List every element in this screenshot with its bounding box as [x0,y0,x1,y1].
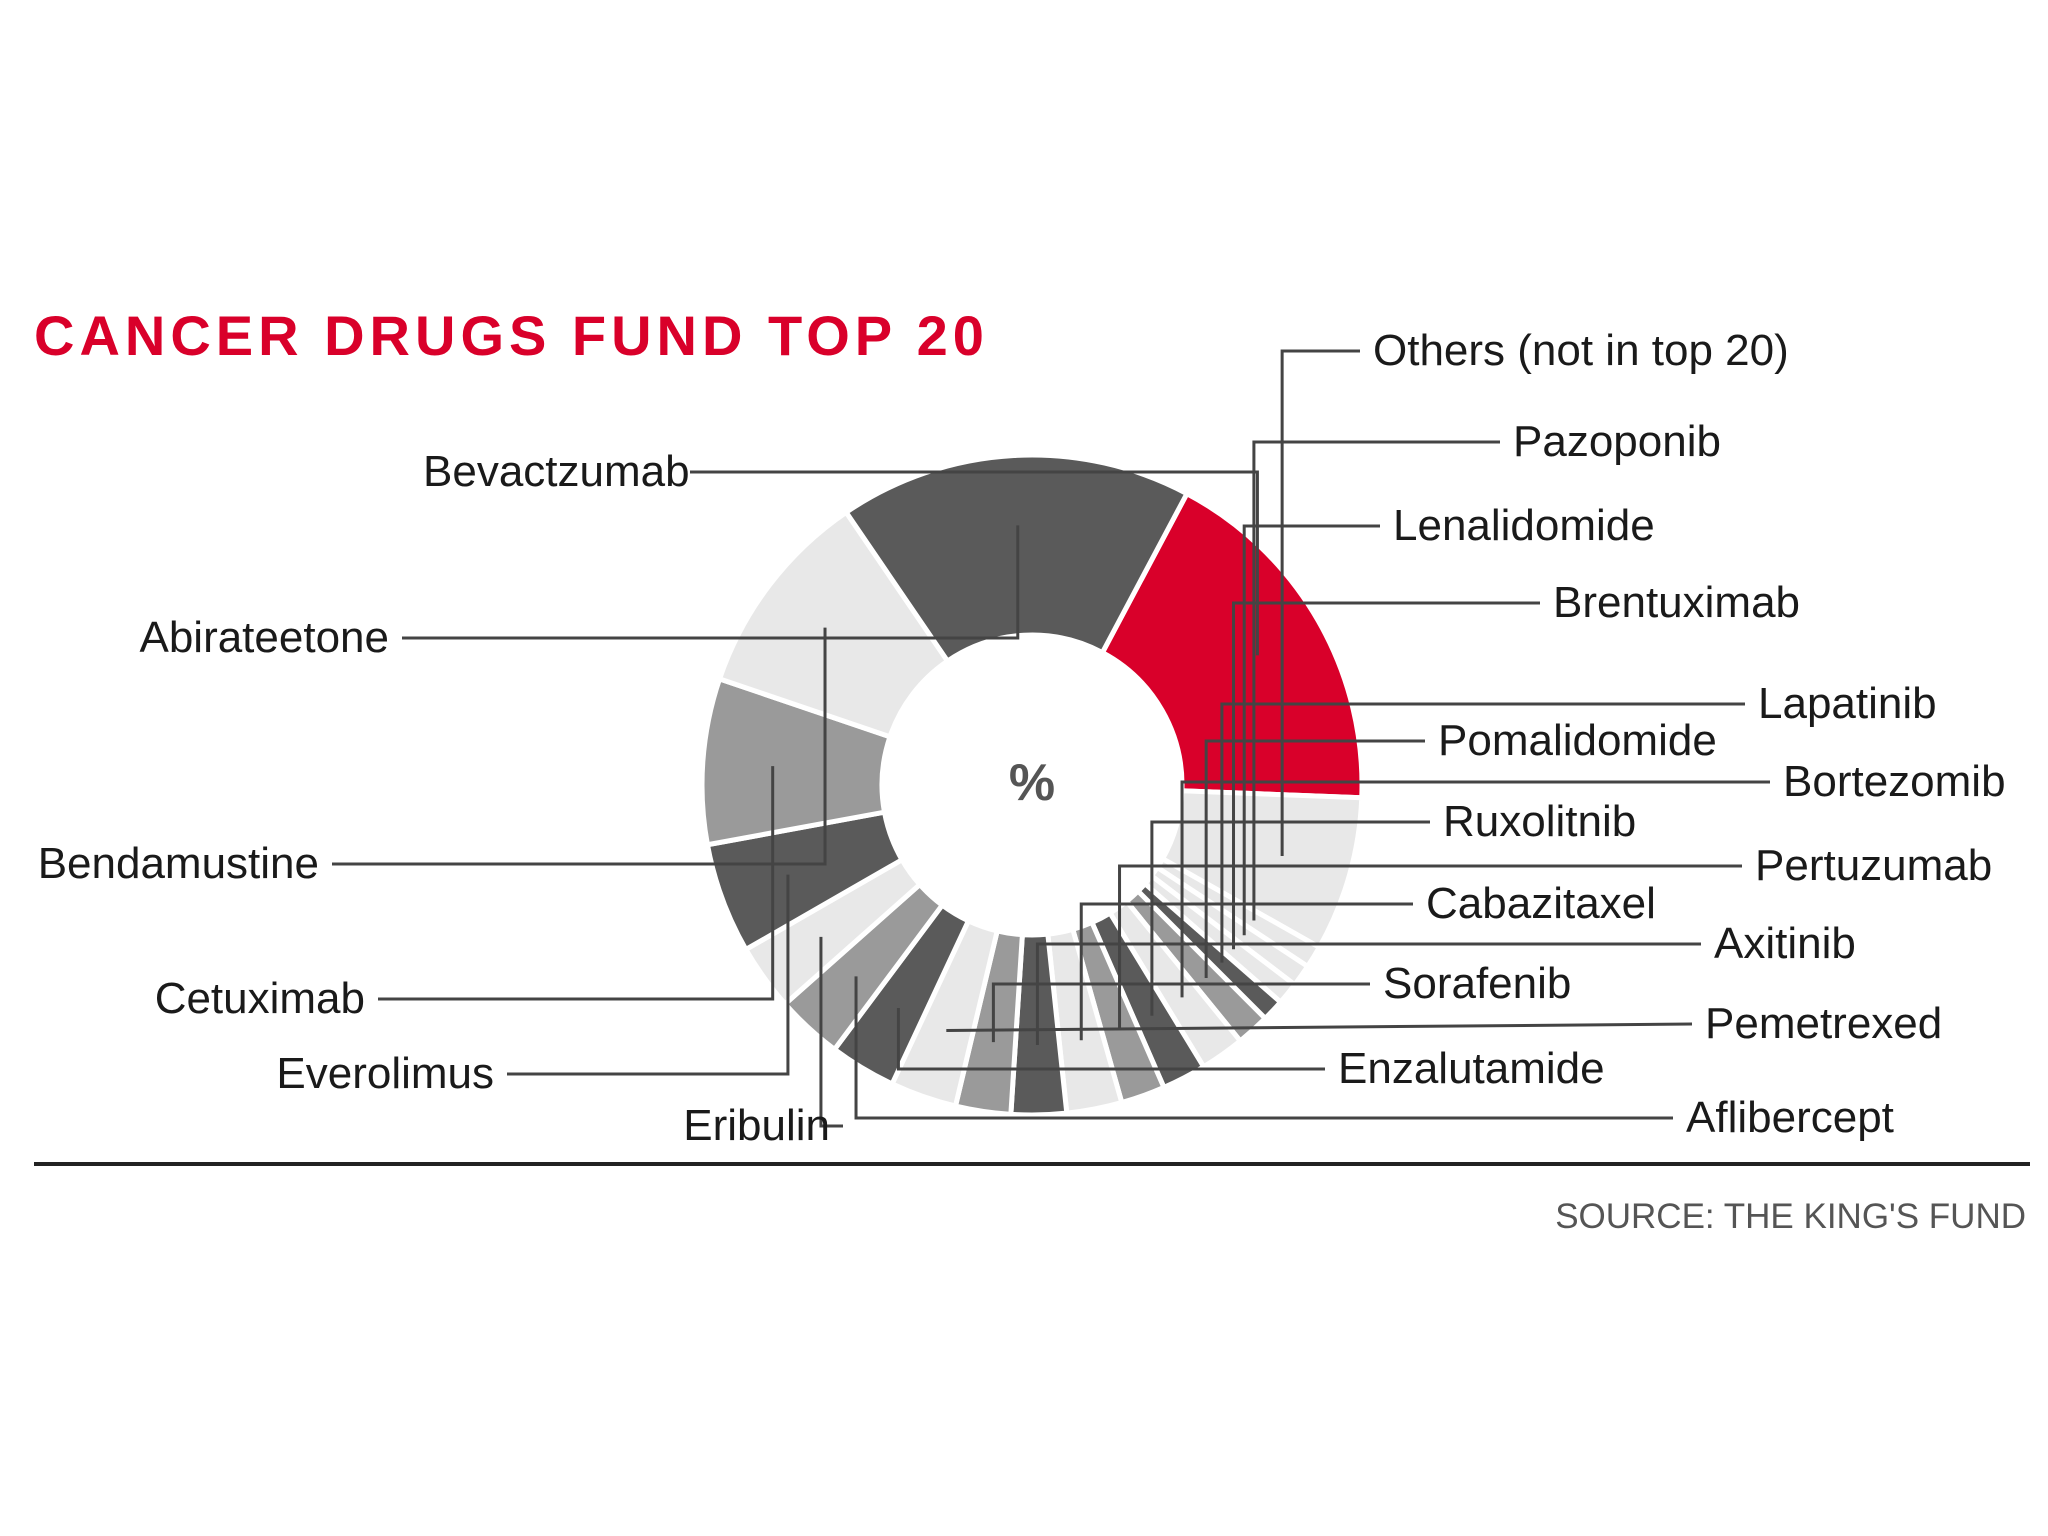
slice-label: Others (not in top 20) [1373,326,1789,375]
slice-bendamustine [716,508,952,740]
leader-line [1204,739,1425,979]
slice-label: Axitinib [1714,919,1856,968]
slice-label: Abirateetone [139,613,389,662]
slice-label: Enzalutamide [1338,1044,1605,1093]
leader-line [819,936,843,1128]
leader-line [896,1008,1325,1071]
slice-label: Cetuximab [155,974,365,1023]
slice-label: Eribulin [683,1101,830,1150]
slice-label: Cabazitaxel [1426,879,1656,928]
leader-line [1079,902,1413,1041]
slice-label: Brentuximab [1553,578,1800,627]
leader-line [1180,780,1770,998]
slice-label: Everolimus [276,1049,494,1098]
slice-label: Aflibercept [1686,1093,1894,1142]
leader-line [1118,864,1742,1030]
slice-label: Sorafenib [1383,959,1571,1008]
leader-line [991,982,1370,1043]
leader-line [378,766,775,1001]
leader-line [1035,942,1701,1045]
chart-title: CANCER DRUGS FUND TOP 20 [34,304,989,367]
leader-line [854,976,1673,1120]
leader-line [402,525,1020,640]
leader-line [1242,524,1380,936]
leader-line [507,874,790,1076]
slice-label: Bendamustine [38,839,319,888]
slice-label: Bevactzumab [423,447,690,496]
center-label: % [1009,754,1055,812]
slice-label: Pemetrexed [1705,999,1942,1048]
slice-label: Lenalidomide [1393,501,1655,550]
source-text: SOURCE: THE KING'S FUND [1555,1197,2026,1236]
slice-label: Ruxolitnib [1443,797,1636,846]
leader-line [690,470,1259,656]
slice-labels: Bevactzumab Others (not in top 20) Pazopon… [38,326,2006,1150]
slice-label: Bortezomib [1783,757,2006,806]
leader-line [1220,702,1745,963]
leader-line [332,627,827,866]
leader-line [946,1022,1693,1032]
leader-line [1280,349,1360,856]
slice-label: Pertuzumab [1755,841,1992,890]
slice-label: Pomalidomide [1438,716,1717,765]
leader-line [1150,820,1430,1016]
leader-lines [332,349,1770,1128]
leader-line [1252,440,1500,921]
slice-label: Pazoponib [1513,417,1721,466]
leader-line [1232,601,1540,950]
slice-label: Lapatinib [1758,679,1937,728]
